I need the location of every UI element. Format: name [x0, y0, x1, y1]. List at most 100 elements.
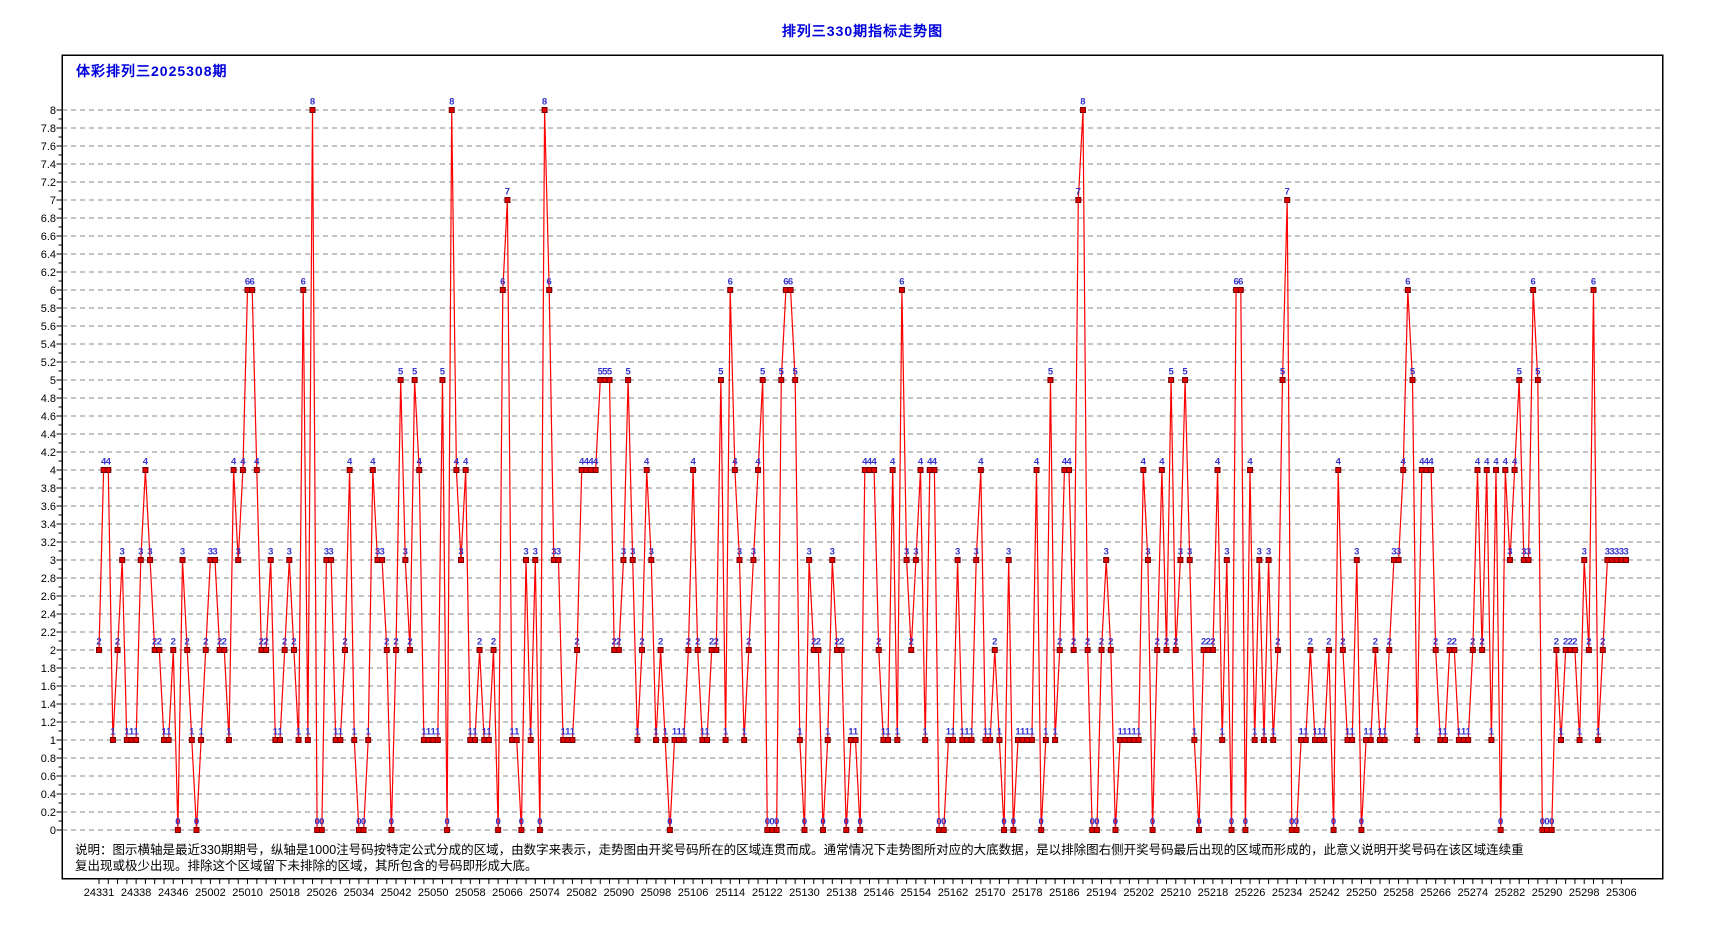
point-value-label: 3 [328, 547, 333, 558]
point-value-label: 0 [1359, 817, 1364, 828]
x-tick-label: 25066 [492, 887, 523, 899]
data-point-marker [249, 287, 256, 293]
point-value-label: 2 [1210, 637, 1215, 648]
x-tick-label: 24331 [84, 887, 115, 899]
data-point-marker [968, 737, 975, 743]
data-point-marker [369, 467, 376, 473]
data-point-marker [1558, 737, 1565, 743]
point-value-label: 6 [1233, 277, 1238, 288]
point-value-label: 4 [231, 457, 237, 468]
point-value-label: 1 [825, 727, 831, 738]
point-value-label: 6 [301, 277, 306, 288]
y-tick-label: 5.2 [41, 357, 56, 369]
point-value-label: 1 [110, 727, 116, 738]
point-value-label: 2 [1173, 637, 1178, 648]
point-value-label: 4 [579, 457, 585, 468]
point-value-label: 3 [1521, 547, 1526, 558]
x-tick-label: 25082 [566, 887, 597, 899]
point-value-label: 2 [259, 637, 264, 648]
data-point-marker [462, 467, 469, 473]
x-tick-label: 25106 [678, 887, 709, 899]
point-value-label: 3 [1178, 547, 1183, 558]
data-point-marker [652, 737, 659, 743]
data-point-marker [490, 647, 497, 653]
y-tick-label: 2 [50, 645, 56, 657]
point-value-label: 1 [1192, 727, 1198, 738]
point-value-label: 0 [667, 817, 672, 828]
data-point-marker [1223, 557, 1230, 563]
point-value-label: 5 [793, 367, 799, 378]
data-point-marker [615, 647, 622, 653]
data-point-marker [852, 737, 859, 743]
data-point-marker [1140, 467, 1147, 473]
data-point-marker [411, 377, 418, 383]
x-tick-label: 25266 [1420, 887, 1451, 899]
point-value-label: 1 [133, 727, 139, 738]
data-point-marker [518, 827, 525, 833]
data-point-marker [1409, 377, 1416, 383]
point-value-label: 1 [950, 727, 956, 738]
data-point-marker [448, 107, 455, 113]
y-tick-label: 5.8 [41, 303, 56, 315]
footnote-line-1: 说明：图示横轴是最近330期期号，纵轴是1000注号码按特定公式分成的区域，由数… [75, 843, 1524, 857]
point-value-label: 0 [769, 817, 774, 828]
data-point-marker [388, 827, 395, 833]
data-point-marker [736, 557, 743, 563]
point-value-label: 1 [1122, 727, 1128, 738]
data-point-marker [225, 737, 232, 743]
point-value-label: 0 [519, 817, 524, 828]
point-value-label: 4 [644, 457, 650, 468]
point-value-label: 3 [737, 547, 742, 558]
point-value-label: 2 [282, 637, 287, 648]
point-value-label: 3 [913, 547, 918, 558]
data-point-marker [1265, 557, 1272, 563]
point-value-label: 1 [983, 727, 989, 738]
data-point-marker [1511, 467, 1518, 473]
point-value-label: 2 [393, 637, 398, 648]
point-value-label: 1 [124, 727, 130, 738]
data-point-marker [912, 557, 919, 563]
data-point-marker [843, 827, 850, 833]
data-point-marker [198, 737, 205, 743]
point-value-label: 2 [839, 637, 844, 648]
point-value-label: 3 [138, 547, 143, 558]
data-point-marker [1325, 647, 1332, 653]
point-value-label: 0 [1113, 817, 1118, 828]
data-point-marker [114, 647, 121, 653]
point-value-label: 4 [1336, 457, 1342, 468]
y-tick-label: 3.4 [41, 519, 56, 531]
point-value-label: 7 [505, 187, 510, 198]
point-value-label: 0 [1549, 817, 1554, 828]
data-point-marker [235, 557, 242, 563]
point-value-label: 1 [677, 727, 683, 738]
data-point-marker [193, 827, 200, 833]
data-point-marker [806, 557, 813, 563]
point-value-label: 1 [1442, 727, 1448, 738]
point-value-label: 1 [1220, 727, 1226, 738]
point-value-label: 2 [1572, 637, 1577, 648]
point-value-label: 2 [686, 637, 691, 648]
data-point-marker [713, 647, 720, 653]
point-value-label: 1 [1127, 727, 1133, 738]
y-tick-label: 6.8 [41, 213, 56, 225]
data-point-marker [1358, 827, 1365, 833]
data-point-marker [787, 287, 794, 293]
point-value-label: 5 [718, 367, 724, 378]
point-value-label: 2 [909, 637, 914, 648]
point-value-label: 0 [444, 817, 449, 828]
point-value-label: 4 [918, 457, 924, 468]
data-point-marker [620, 557, 627, 563]
data-point-marker [346, 467, 353, 473]
data-point-marker [337, 737, 344, 743]
point-value-label: 0 [1243, 817, 1248, 828]
data-point-marker [1585, 647, 1592, 653]
point-value-label: 6 [1238, 277, 1243, 288]
point-value-label: 1 [960, 727, 966, 738]
point-value-label: 6 [245, 277, 250, 288]
x-tick-label: 25210 [1160, 887, 1191, 899]
point-value-label: 0 [1498, 817, 1503, 828]
point-value-label: 4 [240, 457, 246, 468]
point-value-label: 4 [1493, 457, 1499, 468]
point-value-label: 4 [347, 457, 353, 468]
